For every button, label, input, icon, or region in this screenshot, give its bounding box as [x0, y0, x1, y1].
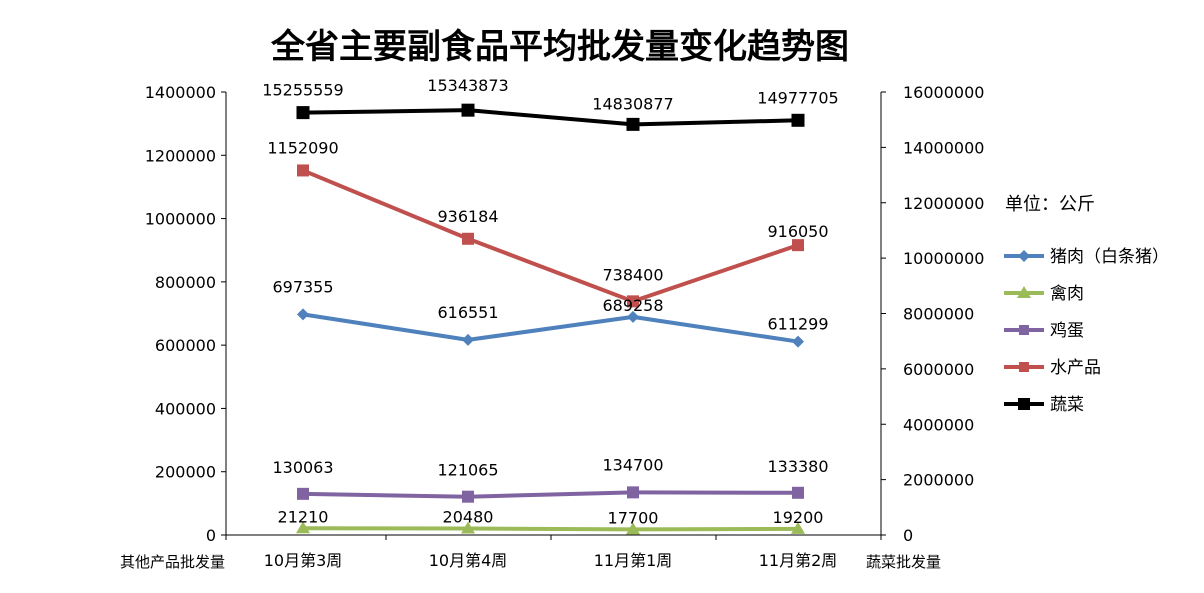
- legend-item: 水产品: [1004, 358, 1101, 378]
- x-tick-label: 10月第3周: [264, 551, 343, 570]
- legend-item: 猪肉（白条猪）: [1004, 247, 1169, 267]
- data-label: 21210: [278, 507, 329, 526]
- data-point: [461, 521, 475, 534]
- series-line: [302, 108, 799, 127]
- y-right-tick-label: 16000000: [903, 83, 984, 102]
- data-label: 14830877: [592, 94, 673, 113]
- data-point: [791, 521, 805, 534]
- data-point: [627, 310, 639, 323]
- legend-label: 蔬菜: [1050, 395, 1084, 415]
- data-point: [461, 103, 475, 117]
- data-label: 133380: [767, 457, 828, 476]
- legend-label: 猪肉（白条猪）: [1050, 247, 1169, 267]
- data-label: 15255559: [262, 81, 343, 100]
- legend-marker: [1018, 250, 1030, 262]
- data-point: [296, 521, 310, 534]
- series-layer: [296, 103, 805, 535]
- x-tick-label: 11月第1周: [594, 551, 673, 570]
- data-point: [462, 490, 474, 503]
- data-label: 616551: [437, 303, 498, 322]
- chart-title: 全省主要副食品平均批发量变化趋势图: [270, 27, 849, 67]
- legend-label: 鸡蛋: [1050, 321, 1084, 341]
- axes: 0 200000 400000 600000 800000 1000000 1200000 1…: [145, 83, 985, 570]
- legend-marker: [1019, 325, 1029, 335]
- y-left-axis-label: 其他产品批发量: [120, 553, 225, 571]
- data-point: [791, 113, 805, 127]
- y-left-tick-label: 1000000: [145, 210, 216, 229]
- legend-marker: [1017, 286, 1031, 298]
- series-水产品: [297, 164, 804, 308]
- y-left-tick-label: 600000: [155, 336, 216, 355]
- y-left-tick-label: 800000: [155, 273, 216, 292]
- legend-label: 水产品: [1050, 358, 1101, 378]
- legend-marker: [1018, 398, 1030, 410]
- y-left-tick-label: 200000: [155, 463, 216, 482]
- y-right-tick-label: 4000000: [903, 415, 974, 434]
- data-label: 19200: [773, 508, 824, 527]
- data-labels: 21210 20480 17700 19200 130063 121065 134700 13…: [262, 76, 838, 527]
- data-label: 130063: [272, 458, 333, 477]
- data-point: [462, 232, 474, 245]
- unit-note: 单位：公斤: [1005, 194, 1095, 215]
- series-line: [302, 490, 799, 499]
- data-label: 1152090: [267, 138, 338, 157]
- series-line: [302, 168, 799, 304]
- data-point: [297, 487, 309, 500]
- series-line: [302, 526, 799, 532]
- x-tick-label: 11月第2周: [759, 551, 838, 570]
- data-point: [626, 117, 640, 131]
- data-point: [792, 486, 804, 499]
- data-label: 121065: [437, 461, 498, 480]
- y-right-tick-label: 14000000: [903, 138, 984, 157]
- data-point: [792, 335, 804, 348]
- y-right-tick-label: 10000000: [903, 249, 984, 268]
- data-label: 697355: [272, 277, 333, 296]
- data-label: 17700: [608, 508, 659, 527]
- legend-label: 禽肉: [1050, 284, 1084, 304]
- y-right-tick-label: 2000000: [903, 471, 974, 490]
- data-point: [462, 333, 474, 346]
- data-label: 738400: [602, 265, 663, 284]
- data-label: 611299: [767, 315, 828, 334]
- data-point: [296, 106, 310, 120]
- data-label: 689258: [602, 296, 663, 315]
- series-禽肉: [296, 521, 805, 535]
- legend-item: 禽肉: [1004, 284, 1084, 304]
- y-left-tick-label: 400000: [155, 399, 216, 418]
- data-label: 936184: [437, 207, 498, 226]
- data-point: [297, 308, 309, 321]
- legend-marker: [1019, 362, 1029, 372]
- y-right-tick-label: 0: [903, 526, 913, 545]
- y-right-tick-label: 6000000: [903, 360, 974, 379]
- series-鸡蛋: [297, 486, 804, 503]
- y-right-axis-label: 蔬菜批发量: [866, 553, 941, 571]
- data-point: [627, 295, 639, 308]
- y-right-tick-label: 12000000: [903, 194, 984, 213]
- data-point: [297, 164, 309, 177]
- data-label: 15343873: [427, 76, 508, 95]
- y-right-tick-label: 8000000: [903, 305, 974, 324]
- y-left-tick-label: 1400000: [145, 83, 216, 102]
- x-tick-label: 10月第4周: [429, 551, 508, 570]
- legend-item: 蔬菜: [1004, 395, 1084, 415]
- data-label: 134700: [602, 455, 663, 474]
- data-point: [627, 486, 639, 499]
- data-point: [626, 522, 640, 535]
- data-point: [792, 239, 804, 252]
- y-left-tick-label: 1200000: [145, 146, 216, 165]
- series-line: [302, 312, 799, 344]
- data-label: 916050: [767, 222, 828, 241]
- y-left-tick-label: 0: [206, 526, 216, 545]
- data-label: 14977705: [757, 88, 838, 107]
- legend-item: 鸡蛋: [1004, 321, 1084, 341]
- data-label: 20480: [443, 508, 494, 527]
- series-猪肉（白条猪）: [297, 308, 804, 348]
- series-蔬菜: [296, 103, 805, 131]
